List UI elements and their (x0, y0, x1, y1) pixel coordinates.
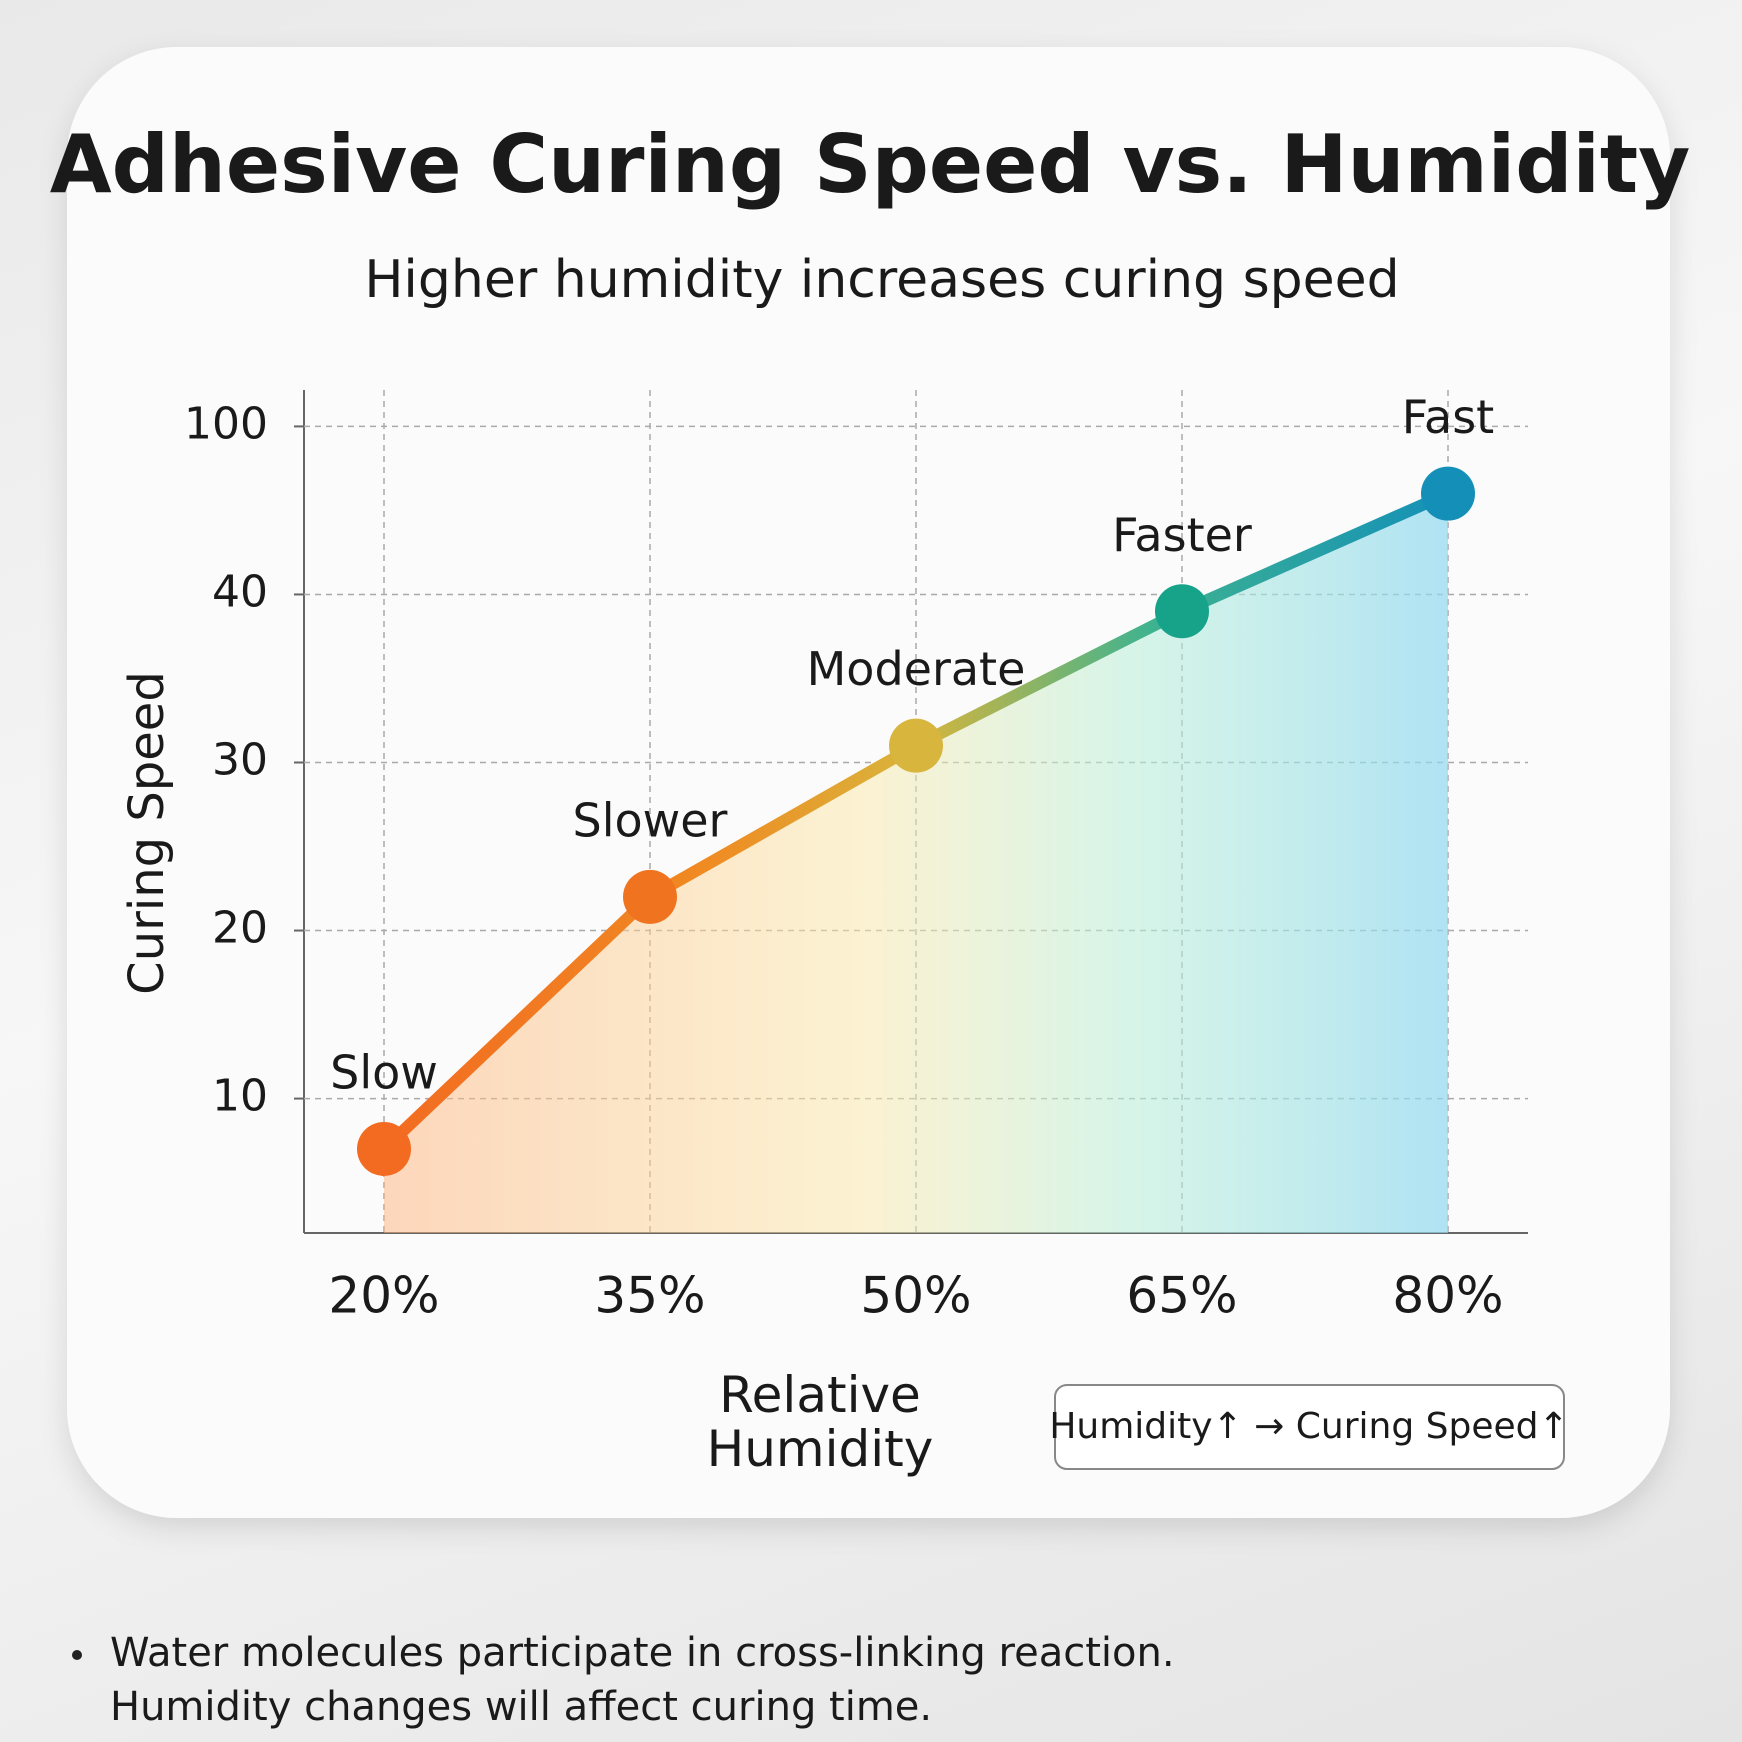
point-label: Faster (1112, 508, 1252, 562)
x-tick-label: 80% (1392, 1267, 1503, 1325)
y-tick-label: 20 (212, 903, 268, 954)
note-box (1054, 1384, 1565, 1470)
y-tick-label: 100 (184, 398, 268, 449)
y-tick-label: 40 (212, 566, 268, 617)
x-axis-label-box: Relative Humidity (706, 1368, 934, 1478)
y-tick-label: 10 (212, 1071, 268, 1122)
footnote: Humidity changes will affect curing time… (110, 1684, 932, 1730)
note: Humidity↑ → Curing Speed↑ (1049, 1406, 1568, 1447)
point (1421, 466, 1475, 521)
bullet (72, 1650, 82, 1660)
x-tick-label: 20% (328, 1267, 439, 1325)
y-axis-label: Curing Speed (119, 671, 175, 995)
x-axis-label: Relative Humidity (706, 1368, 934, 1478)
point-label: Fast (1402, 390, 1494, 444)
point (623, 869, 677, 924)
point (1155, 584, 1209, 639)
x-tick-label: 50% (860, 1267, 971, 1325)
footnote: Water molecules participate in cross-lin… (110, 1630, 1175, 1676)
chart-subtitle: Higher humidity increases curing speed (364, 250, 1399, 310)
point (889, 718, 943, 773)
point (357, 1121, 411, 1176)
x-tick-label: 65% (1126, 1267, 1237, 1325)
point-label: Slow (330, 1045, 438, 1099)
point-label: Moderate (807, 642, 1026, 696)
chart-title: Adhesive Curing Speed vs. Humidity (50, 118, 1691, 211)
y-tick-label: 30 (212, 734, 268, 785)
point-label: Slower (573, 793, 728, 847)
area (384, 493, 1448, 1233)
x-tick-label: 35% (594, 1267, 705, 1325)
